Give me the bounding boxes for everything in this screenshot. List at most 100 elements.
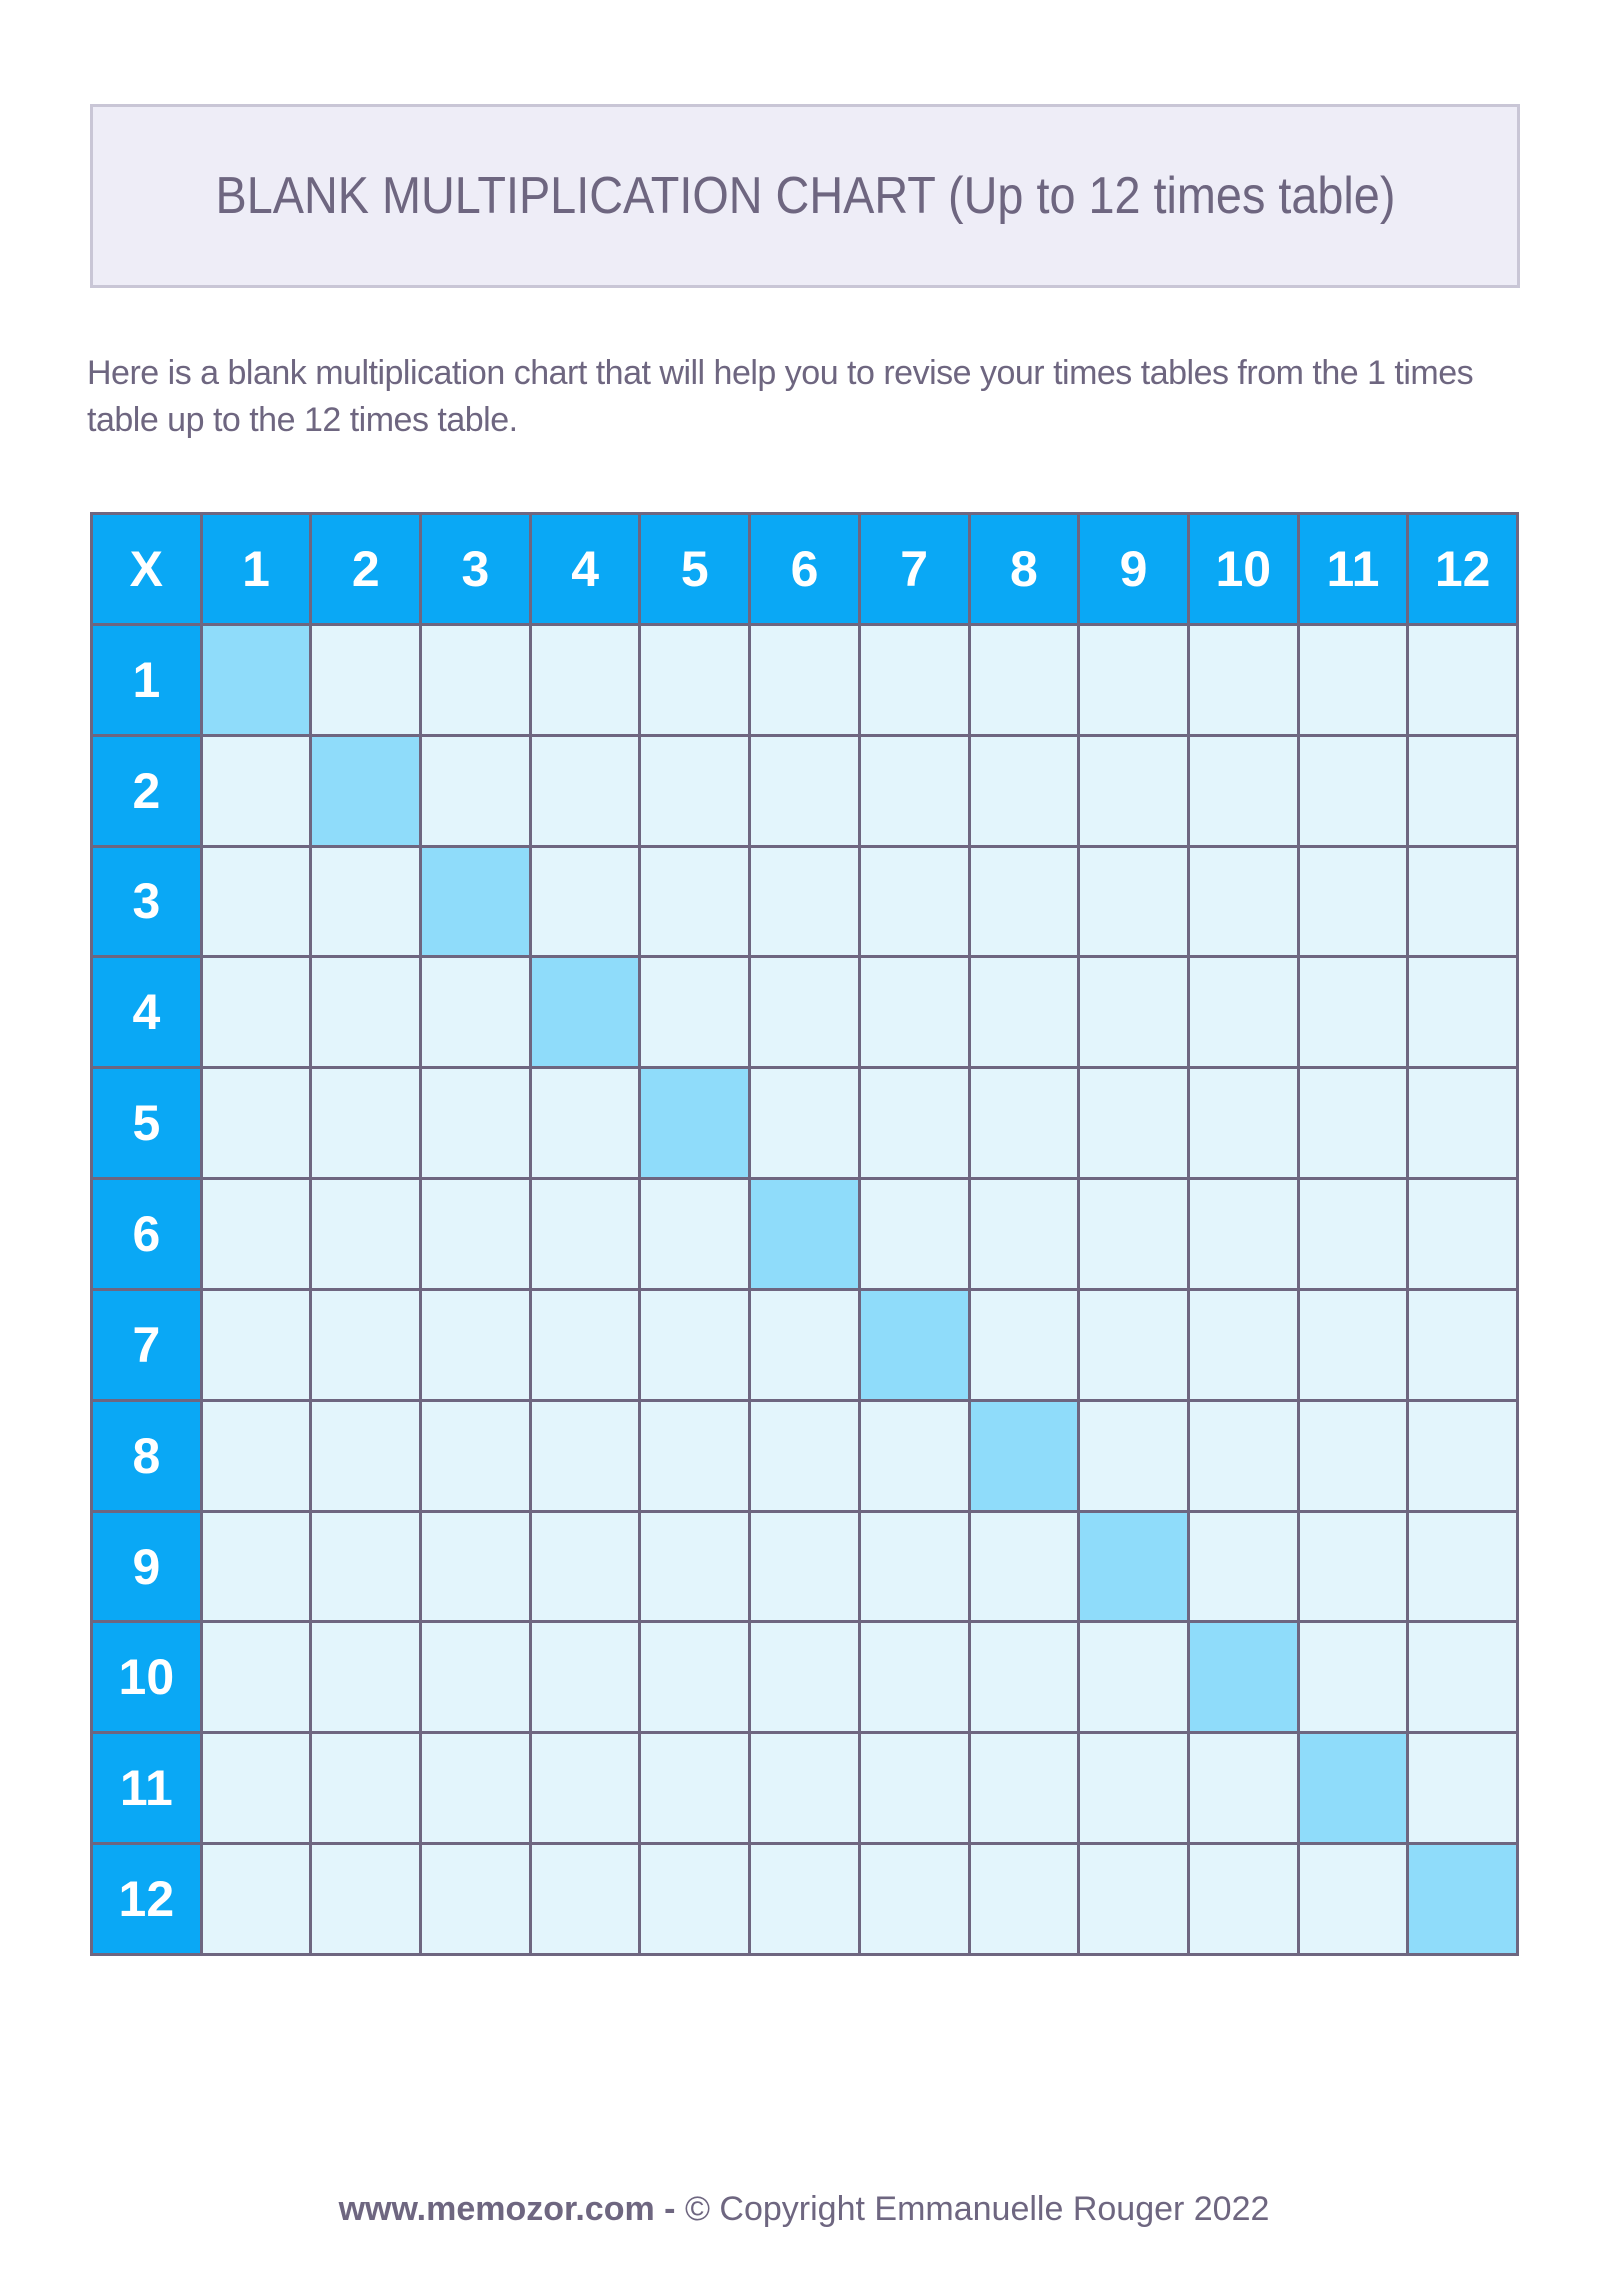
blank-cell xyxy=(1299,1290,1407,1399)
diagonal-cell xyxy=(1189,1623,1297,1732)
blank-cell xyxy=(641,1401,749,1510)
blank-cell xyxy=(1080,625,1187,734)
blank-cell xyxy=(422,958,529,1067)
blank-cell xyxy=(860,736,968,845)
diagonal-cell xyxy=(422,847,529,956)
blank-cell xyxy=(531,1845,639,1953)
blank-cell xyxy=(641,1623,749,1732)
blank-cell xyxy=(1299,1180,1407,1288)
diagonal-cell xyxy=(1080,1512,1187,1621)
blank-cell xyxy=(1299,1512,1407,1621)
row-header: 5 xyxy=(93,1069,200,1178)
corner-header: X xyxy=(93,515,200,623)
blank-cell xyxy=(1189,625,1297,734)
blank-cell xyxy=(422,1180,529,1288)
blank-cell xyxy=(860,1845,968,1953)
blank-cell xyxy=(202,958,310,1067)
blank-cell xyxy=(1080,1623,1187,1732)
footer-copyright: © Copyright Emmanuelle Rouger 2022 xyxy=(684,2190,1270,2228)
blank-cell xyxy=(531,847,639,956)
title: BLANK MULTIPLICATION CHART (Up to 12 tim… xyxy=(215,167,1395,225)
blank-cell xyxy=(970,1512,1078,1621)
footer-site: www.memozor.com - xyxy=(338,2190,676,2228)
column-header: 9 xyxy=(1080,515,1187,623)
blank-cell xyxy=(422,625,529,734)
column-header: 6 xyxy=(751,515,858,623)
blank-cell xyxy=(202,1845,310,1953)
row-header: 6 xyxy=(93,1180,200,1288)
blank-cell xyxy=(1409,625,1516,734)
blank-cell xyxy=(641,736,749,845)
blank-cell xyxy=(860,1734,968,1843)
blank-cell xyxy=(202,1069,310,1178)
blank-cell xyxy=(970,847,1078,956)
blank-cell xyxy=(1189,1401,1297,1510)
blank-cell xyxy=(751,1512,858,1621)
blank-cell xyxy=(1409,1180,1516,1288)
blank-cell xyxy=(1189,958,1297,1067)
blank-cell xyxy=(860,1623,968,1732)
blank-cell xyxy=(1189,736,1297,845)
blank-cell xyxy=(860,847,968,956)
blank-cell xyxy=(422,1512,529,1621)
blank-cell xyxy=(1299,1845,1407,1953)
column-header: 5 xyxy=(641,515,749,623)
blank-cell xyxy=(970,1623,1078,1732)
blank-cell xyxy=(531,1069,639,1178)
blank-cell xyxy=(1299,847,1407,956)
blank-cell xyxy=(970,1734,1078,1843)
blank-cell xyxy=(531,625,639,734)
blank-cell xyxy=(751,1401,858,1510)
blank-cell xyxy=(641,625,749,734)
blank-cell xyxy=(1080,736,1187,845)
blank-cell xyxy=(860,1069,968,1178)
blank-cell xyxy=(1189,1290,1297,1399)
blank-cell xyxy=(970,1180,1078,1288)
blank-cell xyxy=(422,1290,529,1399)
blank-cell xyxy=(641,1845,749,1953)
footer: www.memozor.com - © Copyright Emmanuelle… xyxy=(0,2190,1608,2229)
blank-cell xyxy=(641,1290,749,1399)
blank-cell xyxy=(1409,1401,1516,1510)
blank-cell xyxy=(1409,736,1516,845)
blank-cell xyxy=(312,958,420,1067)
blank-cell xyxy=(1189,1734,1297,1843)
column-header: 4 xyxy=(531,515,639,623)
blank-cell xyxy=(970,958,1078,1067)
blank-cell xyxy=(1299,958,1407,1067)
blank-cell xyxy=(1299,1623,1407,1732)
blank-cell xyxy=(1409,1734,1516,1843)
row-header: 11 xyxy=(93,1734,200,1843)
blank-cell xyxy=(860,625,968,734)
diagonal-cell xyxy=(312,736,420,845)
blank-cell xyxy=(1080,1734,1187,1843)
blank-cell xyxy=(751,1069,858,1178)
row-header: 9 xyxy=(93,1512,200,1621)
row-header: 7 xyxy=(93,1290,200,1399)
blank-cell xyxy=(1080,1180,1187,1288)
diagonal-cell xyxy=(202,625,310,734)
column-header: 12 xyxy=(1409,515,1516,623)
blank-cell xyxy=(531,1401,639,1510)
blank-cell xyxy=(531,736,639,845)
blank-cell xyxy=(422,736,529,845)
blank-cell xyxy=(1299,625,1407,734)
blank-cell xyxy=(312,1845,420,1953)
blank-cell xyxy=(202,1734,310,1843)
blank-cell xyxy=(1080,847,1187,956)
blank-cell xyxy=(202,847,310,956)
column-header: 7 xyxy=(860,515,968,623)
blank-cell xyxy=(1080,1290,1187,1399)
column-header: 2 xyxy=(312,515,420,623)
diagonal-cell xyxy=(860,1290,968,1399)
blank-cell xyxy=(751,1734,858,1843)
blank-cell xyxy=(751,1623,858,1732)
blank-cell xyxy=(1409,1290,1516,1399)
multiplication-grid: X 1 2 3 4 5 6 7 8 9 10 11 12 1 2 3 4 5 6 7 8 9 10 11 12 xyxy=(90,512,1519,1956)
blank-cell xyxy=(1299,736,1407,845)
blank-cell xyxy=(1189,847,1297,956)
blank-cell xyxy=(641,1512,749,1621)
column-header: 8 xyxy=(970,515,1078,623)
blank-cell xyxy=(1189,1845,1297,1953)
